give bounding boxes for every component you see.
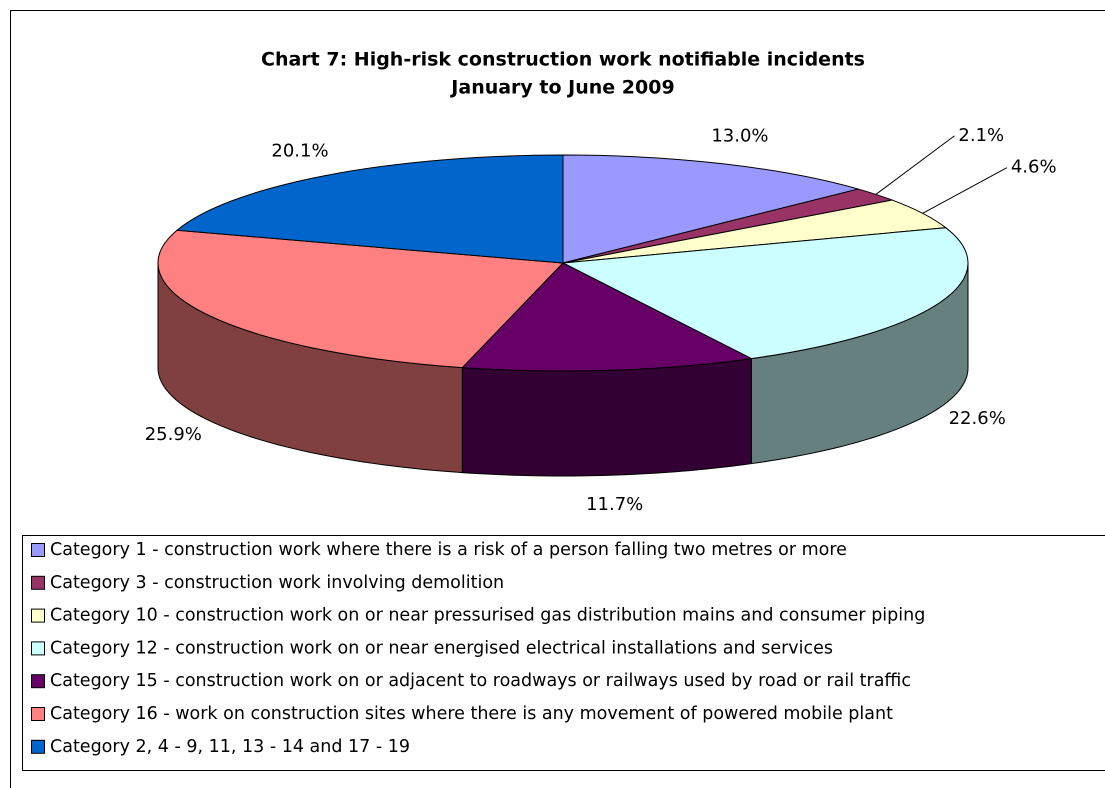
legend-label: Category 16 - work on construction sites… (50, 704, 893, 724)
legend-swatch (31, 543, 45, 557)
pie-slice (461, 262, 754, 372)
pie-slice (562, 154, 861, 264)
data-label: 4.6% (1011, 157, 1057, 178)
chart-subtitle: January to June 2009 (449, 77, 674, 99)
legend-swatch (31, 707, 45, 721)
data-label: 22.6% (949, 408, 1006, 429)
data-label: 11.7% (586, 494, 643, 515)
legend-swatch (31, 608, 45, 623)
pie-slice (157, 229, 565, 369)
legend-label: Category 2, 4 - 9, 11, 13 - 14 and 17 - … (50, 737, 410, 757)
chart-title: Chart 7: High-risk construction work not… (261, 49, 865, 71)
legend-label: Category 15 - construction work on or ad… (50, 671, 911, 691)
data-label: 25.9% (145, 424, 202, 445)
legend-swatch (31, 739, 45, 754)
legend-label: Category 12 - construction work on or ne… (50, 638, 833, 658)
data-label: 13.0% (711, 125, 768, 146)
pie-slice (561, 227, 969, 360)
legend-box (22, 535, 1105, 771)
leader-line (875, 135, 955, 195)
legend-label: Category 1 - construction work where the… (50, 540, 847, 560)
legend-swatch (31, 641, 45, 656)
legend-swatch (31, 674, 45, 689)
data-label: 2.1% (958, 125, 1004, 146)
legend-label: Category 3 - construction work involving… (50, 573, 504, 593)
pie-slice-side (461, 358, 752, 477)
legend-swatch (31, 575, 45, 590)
data-label: 20.1% (271, 141, 328, 162)
pie-slice (175, 154, 564, 264)
leader-line (922, 167, 1008, 214)
legend-label: Category 10 - construction work on or ne… (50, 606, 925, 626)
